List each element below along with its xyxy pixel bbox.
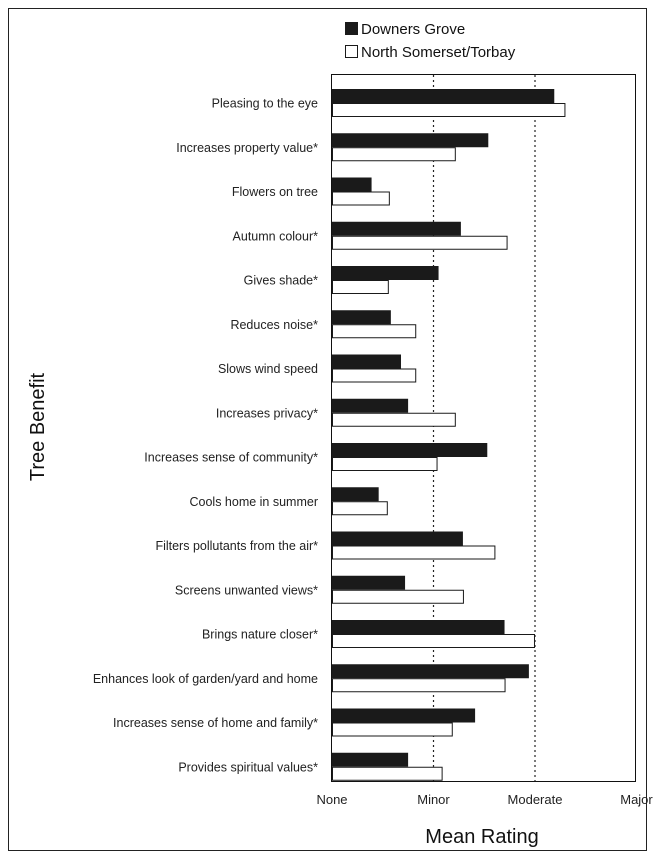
bar-downers-grove <box>332 708 476 723</box>
category-label: Brings nature closer* <box>202 628 318 642</box>
bar-north-somerset <box>332 722 453 737</box>
legend-swatch-north-somerset <box>345 45 358 58</box>
category-label: Increases property value* <box>176 141 318 155</box>
legend-swatch-downers-grove <box>345 22 358 35</box>
legend-label-north-somerset: North Somerset/Torbay <box>361 44 516 61</box>
bar-downers-grove <box>332 177 372 192</box>
y-axis-title: Tree Benefit <box>27 372 49 481</box>
bar-north-somerset <box>332 147 456 162</box>
bar-downers-grove <box>332 310 391 325</box>
bar-downers-grove <box>332 354 402 369</box>
legend-label-downers-grove: Downers Grove <box>361 21 465 38</box>
x-tick-label: Minor <box>417 792 450 807</box>
category-label: Enhances look of garden/yard and home <box>93 672 318 686</box>
category-label: Increases privacy* <box>216 406 318 420</box>
bar-downers-grove <box>332 89 555 103</box>
bar-downers-grove <box>332 266 439 280</box>
category-label: Increases sense of home and family* <box>113 716 318 730</box>
bar-north-somerset <box>332 368 417 383</box>
category-labels: Pleasing to the eye Increases property va… <box>93 97 318 775</box>
bar-north-somerset <box>332 501 388 516</box>
bar-downers-grove <box>332 620 505 634</box>
bar-downers-grove <box>332 664 529 679</box>
category-label: Reduces noise* <box>230 318 318 332</box>
x-tick-label: Moderate <box>508 792 563 807</box>
bar-downers-grove <box>332 398 409 413</box>
bar-north-somerset <box>332 280 389 294</box>
x-tick-labels: None Minor Moderate Major <box>316 792 653 807</box>
category-label: Flowers on tree <box>232 185 318 199</box>
category-label: Screens unwanted views* <box>175 583 318 597</box>
bars <box>332 89 566 781</box>
bar-north-somerset <box>332 545 496 560</box>
bar-downers-grove <box>332 133 489 148</box>
bar-north-somerset <box>332 412 456 427</box>
category-label: Pleasing to the eye <box>212 97 318 111</box>
category-label: Slows wind speed <box>218 362 318 376</box>
category-label: Cools home in summer <box>189 495 318 509</box>
category-label: Provides spiritual values* <box>178 760 318 774</box>
x-tick-label: Major <box>620 792 653 807</box>
bar-downers-grove <box>332 752 409 767</box>
chart-frame <box>8 8 647 851</box>
bar-downers-grove <box>332 531 463 546</box>
bar-north-somerset <box>332 589 464 604</box>
legend: Downers Grove North Somerset/Torbay <box>345 21 516 61</box>
bar-downers-grove <box>332 487 379 502</box>
category-label: Autumn colour* <box>233 229 319 243</box>
bar-north-somerset <box>332 103 566 117</box>
bar-north-somerset <box>332 191 390 206</box>
bar-downers-grove <box>332 443 488 457</box>
bar-north-somerset <box>332 678 506 693</box>
bar-downers-grove <box>332 575 406 590</box>
category-label: Increases sense of community* <box>144 451 318 465</box>
bar-downers-grove <box>332 221 461 236</box>
bar-north-somerset <box>332 766 443 781</box>
category-label: Gives shade* <box>244 274 318 288</box>
bar-north-somerset <box>332 634 535 648</box>
category-label: Filters pollutants from the air* <box>155 539 318 553</box>
bar-north-somerset <box>332 324 417 339</box>
x-tick-label: None <box>316 792 347 807</box>
x-axis-title: Mean Rating <box>425 826 538 848</box>
bar-north-somerset <box>332 235 508 250</box>
bar-north-somerset <box>332 457 438 471</box>
plot-area <box>331 74 636 782</box>
